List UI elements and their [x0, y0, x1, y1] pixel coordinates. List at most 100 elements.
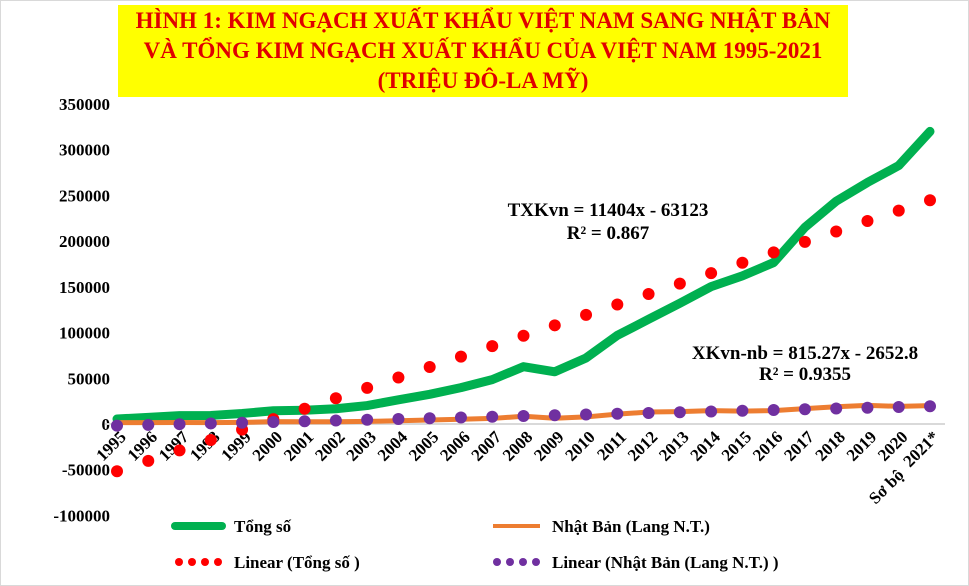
trendline-point — [548, 409, 561, 422]
legend-swatch-trendline — [493, 558, 501, 566]
trendline-point — [642, 407, 655, 420]
y-tick-label: 50000 — [68, 369, 111, 388]
x-tick-label: 2012 — [624, 427, 661, 464]
x-tick-label: 2005 — [405, 427, 442, 464]
trendline-point — [767, 246, 780, 259]
trendline-point — [142, 454, 155, 467]
trendline-point — [173, 418, 186, 431]
trendline-point — [204, 417, 217, 430]
x-tick-label: 2008 — [499, 427, 536, 464]
trendline-point — [361, 381, 374, 394]
x-tick-label: 2007 — [468, 427, 506, 465]
trendline-point — [486, 340, 499, 353]
trendline-point — [392, 412, 405, 425]
trendline-point — [736, 404, 749, 417]
trend-r2-total: R² = 0.867 — [567, 223, 650, 244]
trendline-point — [580, 308, 593, 321]
x-tick-label: 2009 — [530, 427, 567, 464]
trendline-point — [611, 407, 624, 420]
x-tick-label: 2017 — [780, 427, 818, 465]
trendline-point — [861, 215, 874, 228]
trendline-point — [892, 204, 905, 217]
legend-label: Nhật Bản (Lang N.T.) — [552, 517, 710, 536]
trendline-point — [423, 412, 436, 425]
trendline-point — [798, 403, 811, 416]
trendline-point — [548, 319, 561, 332]
trendline-point — [486, 410, 499, 423]
trendline-point — [705, 267, 718, 280]
trendline-point — [423, 361, 436, 374]
trendline-point — [142, 418, 155, 431]
x-tick-label: 2019 — [843, 427, 880, 464]
trendline-point — [705, 405, 718, 418]
y-tick-label: -50000 — [62, 461, 110, 480]
x-tick-extra-label: Sơ bộ — [865, 465, 907, 507]
x-tick-label: 2004 — [374, 427, 412, 465]
legend-swatch-trendline — [214, 558, 222, 566]
trendline-point — [329, 392, 342, 405]
trendline-point — [173, 444, 186, 457]
y-tick-label: 100000 — [59, 324, 110, 343]
y-tick-label: 200000 — [59, 232, 110, 251]
trend-equation-japan: XKvn-nb = 815.27x - 2652.8 — [692, 343, 918, 364]
trendline-point — [204, 434, 217, 447]
trendline-point — [454, 411, 467, 424]
x-tick-label: 1998 — [186, 427, 223, 464]
trendline-point — [830, 225, 843, 238]
x-tick-label: 2001 — [280, 427, 317, 464]
trendline-point — [924, 194, 936, 207]
trendline-point — [111, 419, 123, 432]
y-tick-label: -100000 — [53, 506, 110, 525]
legend-swatch-trendline — [519, 558, 527, 566]
x-tick-label: 2015 — [718, 427, 755, 464]
trendline-point — [298, 415, 311, 428]
y-tick-label: 250000 — [59, 186, 110, 205]
x-tick-label: 2003 — [343, 427, 380, 464]
legend-label: Tổng số — [234, 517, 292, 536]
x-tick-label: 2010 — [561, 427, 598, 464]
trendline-point — [454, 350, 467, 363]
chart-title: HÌNH 1: KIM NGẠCH XUẤT KHẨU VIỆT NAM SAN… — [118, 5, 848, 97]
x-tick-label: 2013 — [655, 427, 692, 464]
trendline-point — [924, 400, 936, 413]
trendline-point — [736, 256, 749, 269]
trendline-point — [517, 329, 530, 342]
x-tick-label: 1999 — [217, 427, 254, 464]
y-tick-label: 350000 — [59, 95, 110, 114]
legend-swatch-trendline — [506, 558, 514, 566]
legend-label: Linear (Nhật Bản (Lang N.T.) ) — [552, 553, 779, 572]
x-tick-label: 2018 — [812, 427, 849, 464]
y-tick-label: 300000 — [59, 141, 110, 160]
legend-swatch-trendline — [188, 558, 196, 566]
legend-swatch-trendline — [201, 558, 209, 566]
trendline-point — [329, 414, 342, 427]
trendline-point — [642, 288, 655, 301]
x-tick-label: 2016 — [749, 427, 786, 464]
trendline-point — [392, 371, 405, 384]
x-tick-label: 2002 — [311, 427, 348, 464]
trendline-point — [892, 401, 905, 414]
legend-swatch-trendline — [175, 558, 183, 566]
trendline-point — [580, 408, 593, 421]
trendline-point — [861, 401, 874, 414]
trendline-point — [611, 298, 624, 311]
trend-equation-total: TXKvn = 11404x - 63123 — [508, 200, 709, 221]
trendline-point — [830, 402, 843, 415]
x-tick-label: 2000 — [249, 427, 286, 464]
y-tick-label: 150000 — [59, 278, 110, 297]
trendline-point — [361, 413, 374, 426]
trendline-point — [267, 415, 280, 428]
trendline-point — [517, 409, 530, 422]
x-tick-label: 1996 — [124, 427, 161, 464]
x-tick-label: 2011 — [593, 427, 630, 464]
x-tick-label: 2021* — [899, 427, 942, 470]
trendline-point — [236, 416, 249, 429]
trendline-point — [673, 406, 686, 419]
legend-swatch-trendline — [532, 558, 540, 566]
trendline-point — [767, 404, 780, 417]
trend-r2-japan: R² = 0.9355 — [759, 364, 851, 385]
x-tick-label: 2006 — [436, 427, 473, 464]
trendline-point — [798, 235, 811, 248]
x-tick-label: 1995 — [92, 427, 129, 464]
